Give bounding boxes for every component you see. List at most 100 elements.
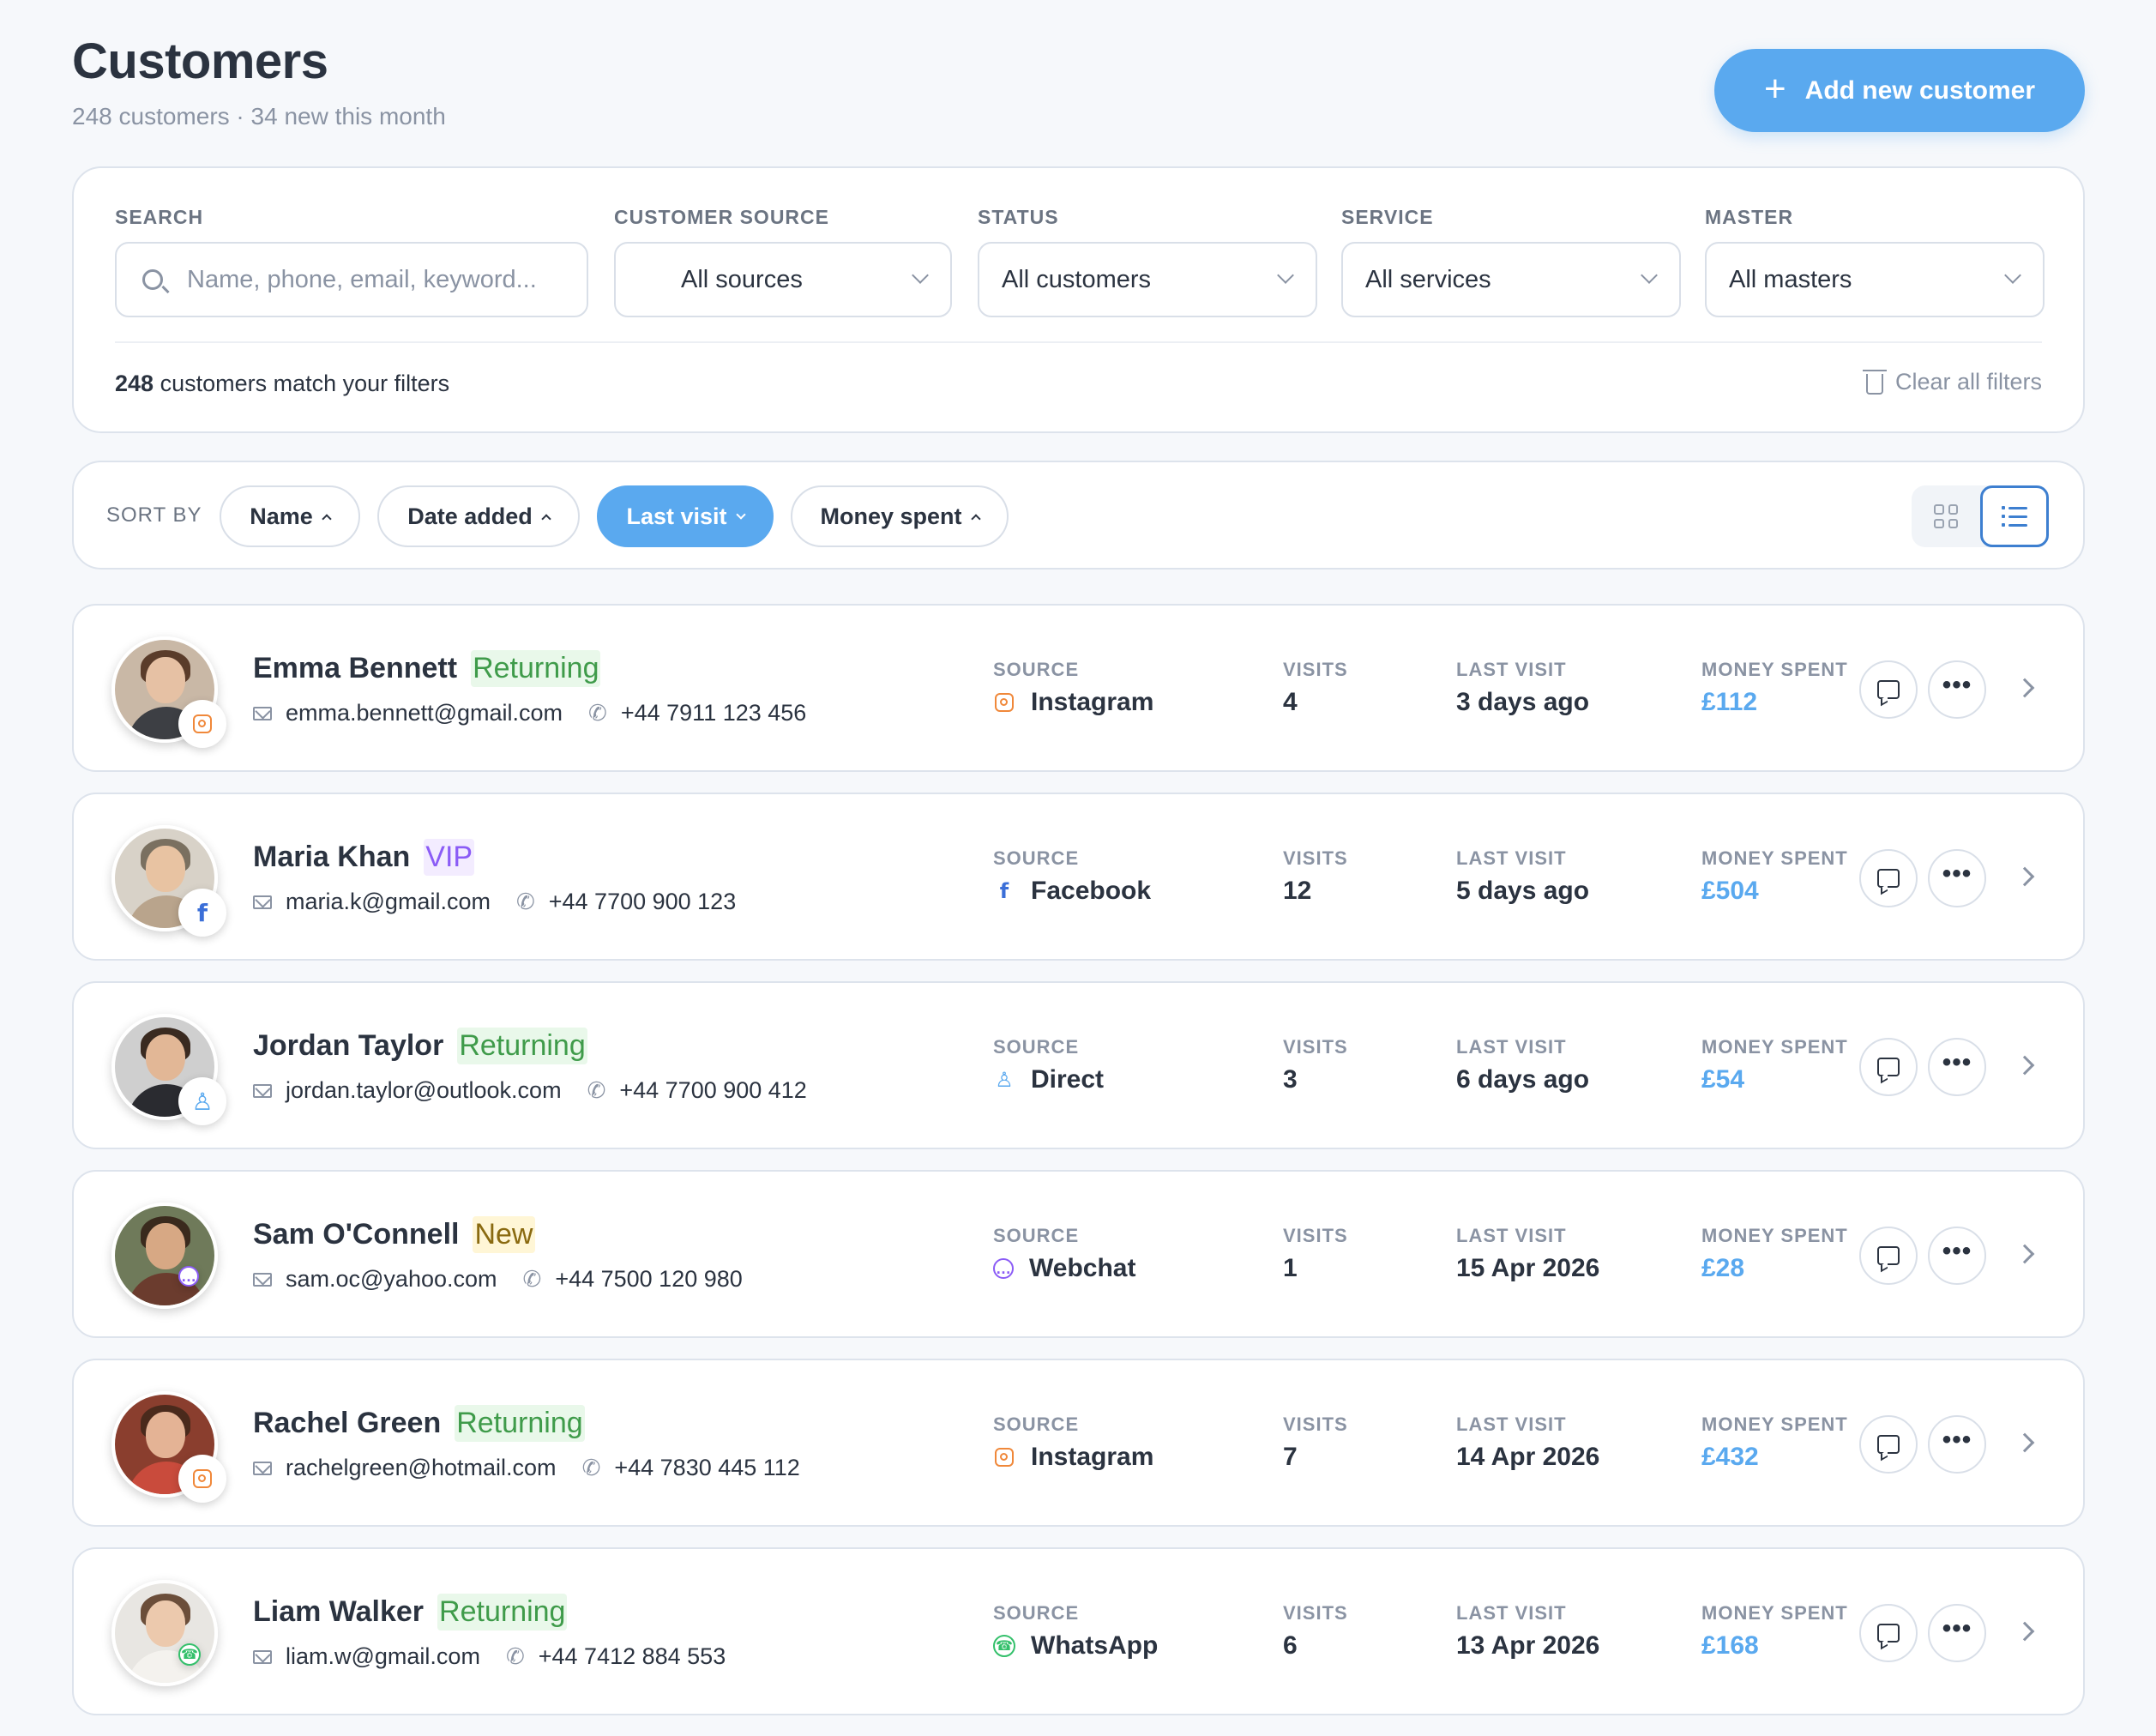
customer-row[interactable]: Rachel Green Returning rachelgreen@hotmai… (72, 1359, 2085, 1527)
more-dots-icon: ••• (1942, 1614, 1972, 1643)
chevron-right-icon[interactable] (2014, 1244, 2035, 1264)
search-placeholder: Name, phone, email, keyword... (187, 265, 537, 293)
mail-icon (253, 1083, 272, 1098)
master-label: MASTER (1705, 206, 1794, 228)
customer-email[interactable]: jordan.taylor@outlook.com (286, 1077, 562, 1103)
source-value: f Facebook (993, 877, 1151, 906)
chat-icon (1877, 1435, 1900, 1454)
customer-name-line: Maria Khan VIP (253, 839, 475, 876)
chevron-up-icon (970, 514, 981, 524)
list-view-button[interactable] (1980, 485, 2049, 547)
sort-bar: SORT BY Name Date added Last visit Money… (72, 461, 2085, 570)
status-label: STATUS (978, 206, 1059, 228)
sort-last-visit-button[interactable]: Last visit (597, 485, 774, 547)
customer-email[interactable]: sam.oc@yahoo.com (286, 1266, 497, 1292)
status-select[interactable]: All customers (978, 242, 1317, 317)
source-badge-webchat-icon: … (178, 1266, 199, 1287)
last-visit-label: LAST VISIT (1456, 1036, 1567, 1058)
add-new-customer-button[interactable]: + Add new customer (1714, 49, 2085, 132)
source-text: Direct (1031, 1065, 1105, 1094)
chevron-down-icon (735, 509, 746, 520)
customer-phone[interactable]: +44 7700 900 123 (548, 889, 737, 914)
last-visit-label: LAST VISIT (1456, 1225, 1567, 1246)
chevron-right-icon[interactable] (2014, 678, 2035, 698)
chevron-right-icon[interactable] (2014, 866, 2035, 887)
customer-row[interactable]: … Sam O'Connell New sam.oc@yahoo.com ✆ +4… (72, 1170, 2085, 1338)
more-options-button[interactable]: ••• (1928, 1415, 1986, 1474)
phone-icon: ✆ (587, 1077, 606, 1103)
grid-view-button[interactable] (1912, 485, 1980, 547)
chevron-down-icon (1277, 267, 1294, 284)
customer-phone[interactable]: +44 7830 445 112 (614, 1455, 800, 1480)
sort-name-button[interactable]: Name (220, 485, 360, 547)
sort-date-added-button[interactable]: Date added (377, 485, 580, 547)
customer-email[interactable]: liam.w@gmail.com (286, 1643, 480, 1669)
message-button[interactable] (1859, 1227, 1918, 1285)
visits-value: 1 (1283, 1254, 1298, 1282)
more-options-button[interactable]: ••• (1928, 849, 1986, 907)
customer-email[interactable]: maria.k@gmail.com (286, 889, 491, 914)
chevron-right-icon[interactable] (2014, 1055, 2035, 1076)
customer-name[interactable]: Jordan Taylor (253, 1029, 444, 1062)
message-button[interactable] (1859, 660, 1918, 719)
avatar[interactable] (111, 1203, 218, 1309)
instagram-icon (993, 1446, 1015, 1468)
clear-all-filters-button[interactable]: Clear all filters (1862, 369, 2042, 395)
chevron-right-icon[interactable] (2014, 1432, 2035, 1453)
search-input[interactable]: Name, phone, email, keyword... (115, 242, 588, 317)
last-visit-value: 13 Apr 2026 (1456, 1631, 1600, 1660)
customer-phone[interactable]: +44 7412 884 553 (538, 1643, 726, 1669)
last-visit-label: LAST VISIT (1456, 659, 1567, 680)
customer-phone[interactable]: +44 7911 123 456 (620, 700, 807, 726)
clear-all-filters-label: Clear all filters (1894, 369, 2042, 395)
search-label: SEARCH (115, 206, 204, 228)
match-count-text: 248 customers match your filters (115, 371, 449, 397)
last-visit-value: 5 days ago (1456, 877, 1590, 905)
source-value: ♙ Direct (993, 1065, 1104, 1094)
customer-email[interactable]: emma.bennett@gmail.com (286, 700, 563, 726)
customer-name[interactable]: Liam Walker (253, 1595, 425, 1628)
customer-name[interactable]: Rachel Green (253, 1407, 442, 1439)
chevron-down-icon (912, 267, 929, 284)
customer-phone[interactable]: +44 7500 120 980 (555, 1266, 743, 1292)
more-options-button[interactable]: ••• (1928, 660, 1986, 719)
phone-icon: ✆ (505, 1643, 525, 1669)
message-button[interactable] (1859, 1415, 1918, 1474)
money-spent-label: MONEY SPENT (1701, 659, 1848, 680)
customer-row[interactable]: Emma Bennett Returning emma.bennett@gmail… (72, 604, 2085, 772)
money-spent-label: MONEY SPENT (1701, 1414, 1848, 1435)
message-button[interactable] (1859, 1038, 1918, 1096)
list-icon (2002, 506, 2027, 527)
customer-name[interactable]: Maria Khan (253, 841, 411, 873)
mail-icon (253, 1649, 272, 1664)
more-options-button[interactable]: ••• (1928, 1604, 1986, 1662)
match-count: 248 (115, 371, 154, 396)
avatar[interactable] (111, 1391, 218, 1498)
customer-phone[interactable]: +44 7700 900 412 (619, 1077, 807, 1103)
more-options-button[interactable]: ••• (1928, 1038, 1986, 1096)
customer-row[interactable]: ☎ Liam Walker Returning liam.w@gmail.com … (72, 1547, 2085, 1715)
visits-label: VISITS (1283, 847, 1348, 869)
last-visit-label: LAST VISIT (1456, 847, 1567, 869)
person-icon: ♙ (995, 1068, 1014, 1092)
message-button[interactable] (1859, 1604, 1918, 1662)
visits-label: VISITS (1283, 1036, 1348, 1058)
customer-name[interactable]: Sam O'Connell (253, 1218, 460, 1251)
customer-row[interactable]: f Maria Khan VIP maria.k@gmail.com ✆ +44 … (72, 793, 2085, 961)
last-visit-label: LAST VISIT (1456, 1602, 1567, 1624)
message-button[interactable] (1859, 849, 1918, 907)
customer-row[interactable]: ♙ Jordan Taylor Returning jordan.taylor@o… (72, 981, 2085, 1149)
master-select[interactable]: All masters (1705, 242, 2045, 317)
sort-money-spent-button[interactable]: Money spent (791, 485, 1009, 547)
more-options-button[interactable]: ••• (1928, 1227, 1986, 1285)
service-label: SERVICE (1341, 206, 1434, 228)
customer-source-select[interactable]: All sources (614, 242, 952, 317)
webchat-icon: … (993, 1258, 1014, 1279)
chevron-right-icon[interactable] (2014, 1621, 2035, 1642)
service-select[interactable]: All services (1341, 242, 1681, 317)
avatar[interactable] (111, 1580, 218, 1686)
customer-email[interactable]: rachelgreen@hotmail.com (286, 1455, 557, 1480)
customer-name[interactable]: Emma Bennett (253, 652, 458, 684)
visits-value: 3 (1283, 1065, 1298, 1094)
more-dots-icon: ••• (1942, 1237, 1972, 1265)
